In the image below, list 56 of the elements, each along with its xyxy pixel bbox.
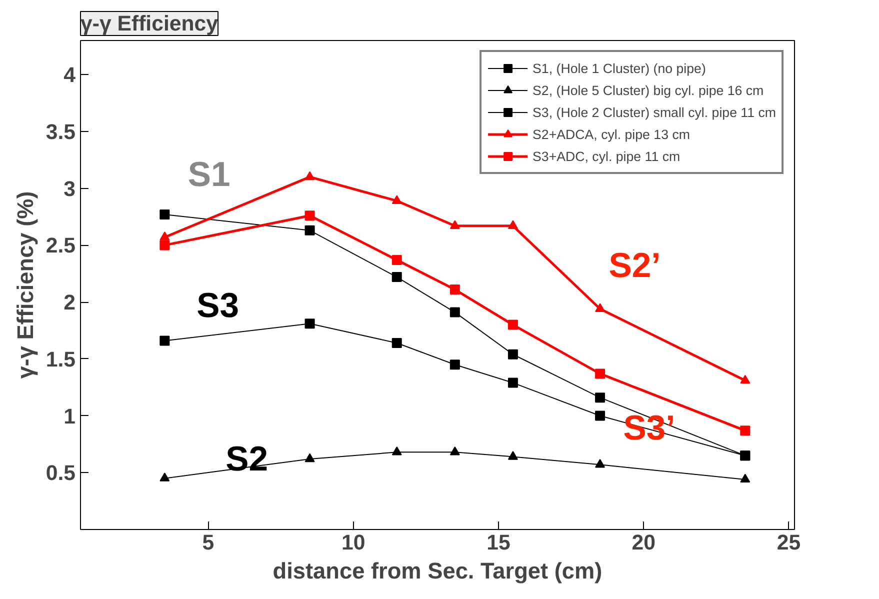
point — [392, 272, 402, 282]
y-tick-label: 1.5 — [46, 347, 76, 372]
annotation: S3 — [196, 286, 239, 325]
x-tick-label: 20 — [632, 530, 656, 554]
y-tick-label: 2.5 — [46, 234, 76, 258]
point — [740, 426, 750, 436]
point — [595, 392, 606, 403]
y-tick-label: 1 — [64, 404, 76, 428]
point — [450, 307, 460, 318]
legend-label: S3, (Hole 2 Cluster) small cyl. pipe 11 cm — [532, 104, 776, 120]
legend-label: S1, (Hole 1 Cluster) (no pipe) — [532, 60, 706, 76]
point — [595, 458, 606, 468]
y-tick-label: 2 — [64, 290, 76, 315]
point — [508, 451, 518, 460]
x-tick-label: 10 — [341, 530, 366, 554]
y-tick-label: 3.5 — [46, 120, 76, 144]
legend-label: S3+ADC, cyl. pipe 11 cm — [532, 148, 680, 164]
annotation: S2’ — [608, 247, 661, 285]
x-tick-label: 25 — [776, 530, 801, 554]
point — [304, 225, 315, 236]
point — [160, 336, 170, 346]
y-tick-label: 0.5 — [46, 461, 76, 486]
y-axis-title: γ-γ Efficiency (%) — [12, 191, 38, 379]
point — [508, 378, 518, 388]
x-tick-label: 15 — [486, 530, 510, 554]
annotation: S1 — [188, 156, 230, 194]
point — [392, 254, 402, 265]
y-tick-label: 4 — [64, 63, 76, 88]
point — [508, 220, 518, 229]
point — [160, 209, 170, 220]
point — [508, 320, 518, 330]
point — [740, 474, 750, 483]
point — [392, 338, 402, 348]
point — [740, 374, 750, 384]
point — [508, 349, 518, 360]
y-tick-label: 3 — [64, 176, 76, 201]
point — [160, 232, 170, 240]
legend-label: S2, (Hole 5 Cluster) big cyl. pipe 16 cm — [532, 82, 764, 98]
point — [304, 171, 315, 180]
point — [450, 220, 460, 229]
point — [392, 195, 402, 204]
point — [450, 446, 460, 456]
legend-label: S2+ADCA, cyl. pipe 13 cm — [532, 126, 690, 142]
point — [160, 472, 170, 482]
point — [595, 410, 606, 421]
x-tick-label: 5 — [202, 530, 214, 554]
point — [304, 210, 315, 221]
point — [392, 446, 402, 456]
point — [304, 318, 315, 329]
point — [304, 453, 315, 462]
point — [160, 240, 170, 250]
x-axis-title: distance from Sec. Target (cm) — [272, 558, 602, 584]
point — [595, 303, 606, 312]
point — [450, 284, 460, 295]
point — [595, 368, 606, 379]
point — [450, 360, 460, 370]
